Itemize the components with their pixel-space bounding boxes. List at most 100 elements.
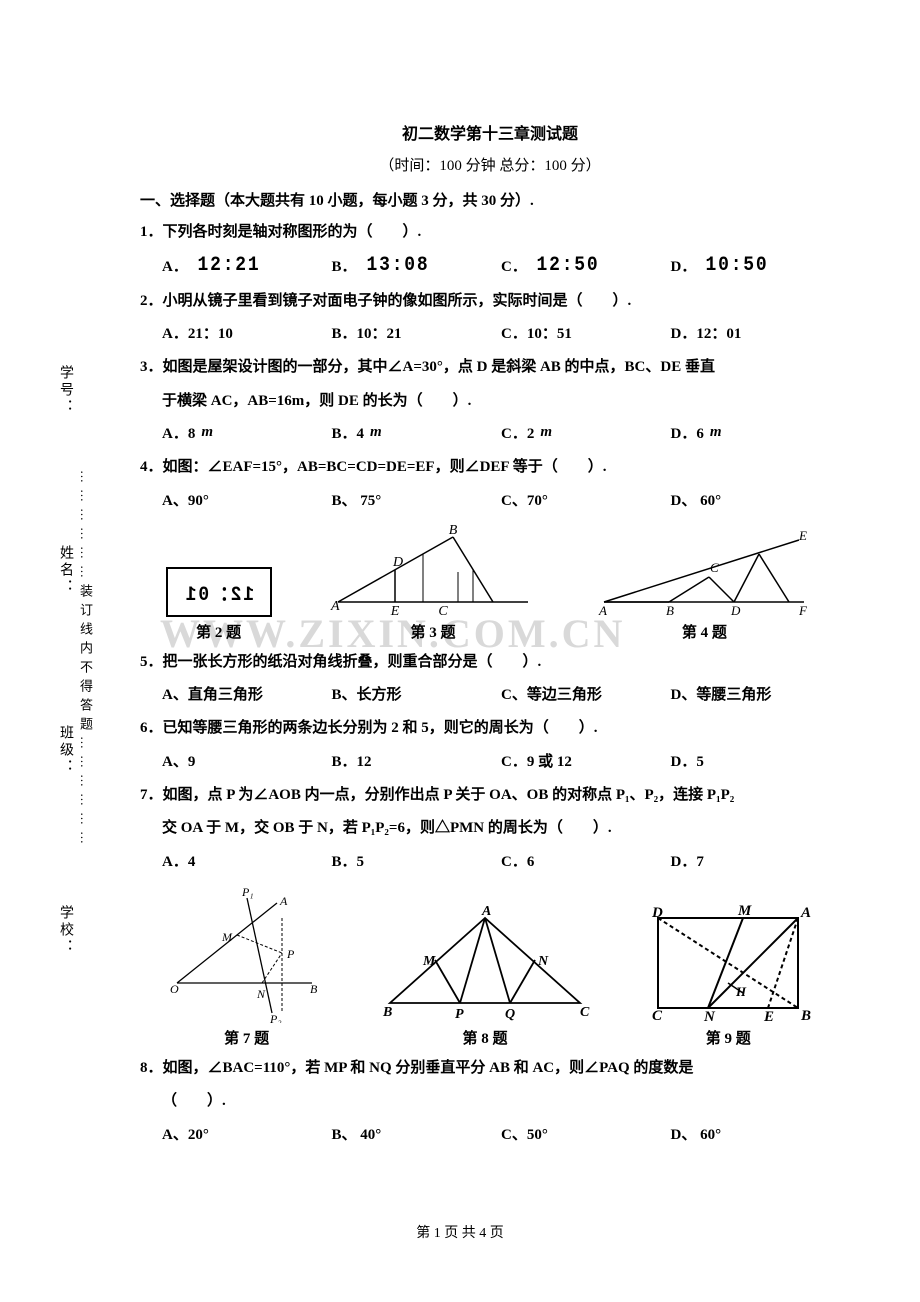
svg-text:B: B	[310, 982, 318, 996]
q7-text: 7．如图，点 P 为∠AOB 内一点，分别作出点 P 关于 OA、OB 的对称点…	[140, 783, 840, 809]
q2-c: C．10：51	[501, 322, 671, 343]
q1-b: B．	[332, 255, 357, 276]
q4-b: B、 75°	[332, 489, 502, 510]
q1-text: 1．下列各时刻是轴对称图形的为（ ）.	[140, 220, 840, 246]
q8-b: B、 40°	[332, 1123, 502, 1144]
q6-a: A、9	[162, 750, 332, 771]
q7-a: A．4	[162, 850, 332, 871]
question-8: 8．如图，∠BAC=110°，若 MP 和 NQ 分别垂直平分 AB 和 AC，…	[140, 1056, 840, 1144]
q8-d: D、 60°	[671, 1123, 841, 1144]
q2-d: D．12：01	[671, 322, 841, 343]
svg-text:P₁: P₁	[241, 885, 254, 899]
q6-b: B．12	[332, 750, 502, 771]
q5-b: B、长方形	[332, 683, 502, 704]
question-3: 3．如图是屋架设计图的一部分，其中∠A=30°，点 D 是斜梁 AB 的中点，B…	[140, 355, 840, 443]
question-4: 4．如图：∠EAF=15°，AB=BC=CD=DE=EF，则∠DEF 等于（ ）…	[140, 455, 840, 510]
figure-8-caption: 第 8 题	[462, 1027, 507, 1048]
svg-text:B: B	[666, 603, 674, 617]
svg-text:C: C	[710, 560, 719, 575]
svg-text:M: M	[422, 954, 436, 969]
q3-b-u: m	[370, 424, 382, 441]
svg-text:P₂: P₂	[269, 1012, 282, 1023]
svg-text:M: M	[737, 903, 752, 919]
q1-a-val: 12:21	[197, 254, 260, 277]
q2-a: A．21：10	[162, 322, 332, 343]
figure-9-caption: 第 9 题	[706, 1027, 751, 1048]
q6-c: C．9 或 12	[501, 750, 671, 771]
q5-a: A、直角三角形	[162, 683, 332, 704]
figure-4-diagram: A B C D E F	[594, 522, 814, 617]
q4-c: C、70°	[501, 489, 671, 510]
q1-d: D．	[671, 255, 697, 276]
q3-a: A．8	[162, 422, 195, 443]
svg-text:E: E	[390, 604, 400, 617]
q3-c-u: m	[540, 424, 552, 441]
q5-d: D、等腰三角形	[671, 683, 841, 704]
svg-text:E: E	[798, 528, 807, 543]
svg-text:P: P	[286, 947, 295, 961]
q1-b-val: 13:08	[366, 254, 429, 277]
figure-row-2: P₁ A M P O N B P₂ 第 7 题 A	[140, 883, 840, 1048]
svg-text:A: A	[330, 599, 340, 614]
q8-c: C、50°	[501, 1123, 671, 1144]
q6-d: D．5	[671, 750, 841, 771]
svg-text:B: B	[449, 523, 458, 538]
question-7: 7．如图，点 P 为∠AOB 内一点，分别作出点 P 关于 OA、OB 的对称点…	[140, 783, 840, 871]
svg-text:C: C	[438, 604, 448, 617]
q3-a-u: m	[201, 424, 213, 441]
svg-text:A: A	[800, 905, 811, 921]
q4-text: 4．如图：∠EAF=15°，AB=BC=CD=DE=EF，则∠DEF 等于（ ）…	[140, 455, 840, 481]
q3-text: 3．如图是屋架设计图的一部分，其中∠A=30°，点 D 是斜梁 AB 的中点，B…	[140, 355, 840, 381]
figure-8-diagram: A M N B P Q C	[375, 903, 595, 1023]
q1-a: A．	[162, 255, 188, 276]
q1-c-val: 12:50	[536, 254, 599, 277]
q4-a: A、90°	[162, 489, 332, 510]
svg-text:B: B	[382, 1005, 392, 1020]
figure-2-clock-text: 12：01	[184, 577, 254, 607]
svg-text:E: E	[763, 1009, 774, 1023]
svg-text:D: D	[730, 603, 741, 617]
svg-text:F: F	[798, 603, 808, 617]
page-footer: 第 1 页 共 4 页	[0, 1222, 920, 1242]
figure-2-caption: 第 2 题	[196, 621, 241, 642]
svg-text:N: N	[703, 1009, 716, 1023]
svg-text:M: M	[221, 930, 233, 944]
q2-text: 2．小明从镜子里看到镜子对面电子钟的像如图所示，实际时间是（ ）.	[140, 289, 840, 315]
question-5: 5．把一张长方形的纸沿对角线折叠，则重合部分是（ ）. A、直角三角形 B、长方…	[140, 650, 840, 705]
q8-text: 8．如图，∠BAC=110°，若 MP 和 NQ 分别垂直平分 AB 和 AC，…	[140, 1056, 840, 1082]
q4-d: D、 60°	[671, 489, 841, 510]
q8-text2: （ ）.	[140, 1089, 840, 1115]
section-1-heading: 一、选择题（本大题共有 10 小题，每小题 3 分，共 30 分）.	[140, 189, 840, 210]
svg-text:A: A	[481, 904, 491, 919]
svg-text:O: O	[170, 982, 179, 996]
q3-d-u: m	[710, 424, 722, 441]
q3-b: B．4	[332, 422, 365, 443]
q8-a: A、20°	[162, 1123, 332, 1144]
question-2: 2．小明从镜子里看到镜子对面电子钟的像如图所示，实际时间是（ ）. A．21：1…	[140, 289, 840, 344]
q3-d: D．6	[671, 422, 704, 443]
svg-text:C: C	[652, 1008, 663, 1023]
q5-text: 5．把一张长方形的纸沿对角线折叠，则重合部分是（ ）.	[140, 650, 840, 676]
svg-text:B: B	[800, 1008, 811, 1023]
svg-text:H: H	[735, 984, 747, 999]
q7-b: B．5	[332, 850, 502, 871]
svg-text:A: A	[598, 603, 607, 617]
q7-c: C．6	[501, 850, 671, 871]
svg-text:C: C	[580, 1005, 590, 1020]
svg-text:N: N	[256, 987, 266, 1001]
question-1: 1．下列各时刻是轴对称图形的为（ ）. A．12:21 B．13:08 C．12…	[140, 220, 840, 277]
q7-d: D．7	[671, 850, 841, 871]
figure-3-diagram: B D A E C	[323, 522, 543, 617]
q5-c: C、等边三角形	[501, 683, 671, 704]
svg-text:D: D	[392, 555, 403, 570]
q6-text: 6．已知等腰三角形的两条边长分别为 2 和 5，则它的周长为（ ）.	[140, 716, 840, 742]
figure-4-caption: 第 4 题	[682, 621, 727, 642]
figure-9-diagram: D M A C N H E B	[638, 903, 818, 1023]
svg-text:A: A	[279, 894, 288, 908]
svg-text:Q: Q	[505, 1007, 515, 1022]
question-6: 6．已知等腰三角形的两条边长分别为 2 和 5，则它的周长为（ ）. A、9 B…	[140, 716, 840, 771]
figure-row-1: 12：01 第 2 题 B D A E C	[140, 522, 840, 642]
svg-text:D: D	[651, 905, 663, 921]
figure-2-clock: 12：01	[166, 567, 272, 617]
q3-text2: 于横梁 AC，AB=16m，则 DE 的长为（ ）.	[140, 389, 840, 415]
